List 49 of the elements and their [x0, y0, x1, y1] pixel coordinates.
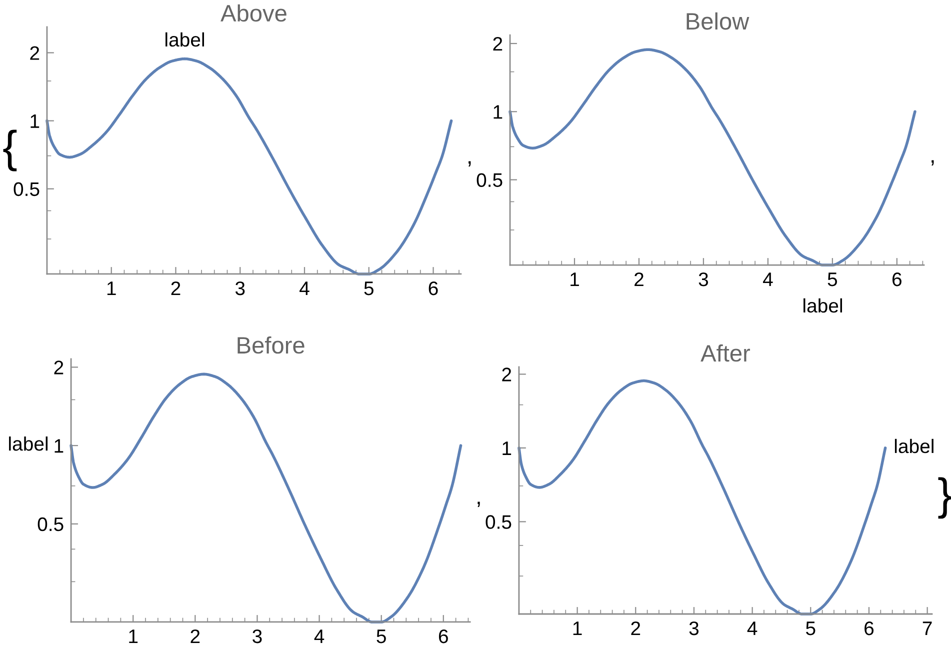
y-tick-label: 0.5 — [38, 517, 64, 532]
x-tick-label: 5 — [806, 622, 816, 636]
x-tick-label: 2 — [190, 629, 200, 644]
x-tick-label: 7 — [922, 622, 932, 636]
x-tick-label: 4 — [762, 272, 773, 286]
x-tick-label: 4 — [300, 282, 310, 296]
y-tick-label: 0.5 — [476, 173, 502, 187]
x-tick-label: 2 — [171, 281, 180, 296]
annotation: label — [894, 438, 934, 454]
text: { — [3, 130, 17, 172]
y-tick-label: 0.5 — [14, 182, 40, 196]
y-tick-label: 1 — [502, 442, 512, 455]
x-tick-label: 6 — [438, 629, 448, 644]
x-tick-label: 6 — [428, 281, 438, 296]
x-tick-label: 6 — [892, 272, 902, 286]
x-tick-label: 5 — [376, 630, 386, 644]
text: , — [932, 160, 934, 166]
y-tick-label: 2 — [54, 360, 64, 374]
x-tick-label: 5 — [364, 282, 374, 296]
x-tick-label: 2 — [631, 621, 640, 636]
x-tick-label: 1 — [570, 272, 579, 286]
y-tick-label: 2 — [502, 368, 512, 382]
x-tick-label: 6 — [864, 621, 874, 636]
chart-title: Below — [686, 12, 750, 30]
text: , — [478, 502, 480, 507]
y-tick-label: 2 — [493, 36, 502, 51]
y-tick-label: 0.5 — [486, 515, 512, 529]
x-tick-label: 1 — [573, 622, 582, 636]
annotation: label — [9, 436, 48, 451]
x-tick-label: 3 — [689, 621, 699, 636]
y-tick-label: 1 — [494, 105, 502, 119]
text: , — [468, 161, 471, 166]
y-tick-label: 1 — [54, 439, 64, 453]
x-tick-label: 2 — [634, 272, 644, 286]
x-tick-label: 3 — [235, 281, 245, 296]
x-tick-label: 3 — [252, 629, 262, 644]
x-tick-label: 1 — [107, 282, 116, 296]
annotation: label — [804, 298, 842, 313]
x-tick-label: 4 — [747, 622, 758, 636]
x-tick-label: 4 — [314, 630, 324, 644]
chart-title: Above — [220, 4, 286, 22]
chart-title: After — [700, 344, 750, 362]
annotation: label — [166, 32, 204, 47]
y-tick-label: 2 — [30, 46, 40, 60]
x-tick-label: 1 — [129, 630, 138, 644]
chart-title: Before — [238, 336, 304, 354]
y-tick-label: 1 — [30, 114, 40, 128]
x-tick-label: 5 — [828, 272, 838, 286]
x-tick-label: 3 — [698, 272, 708, 286]
